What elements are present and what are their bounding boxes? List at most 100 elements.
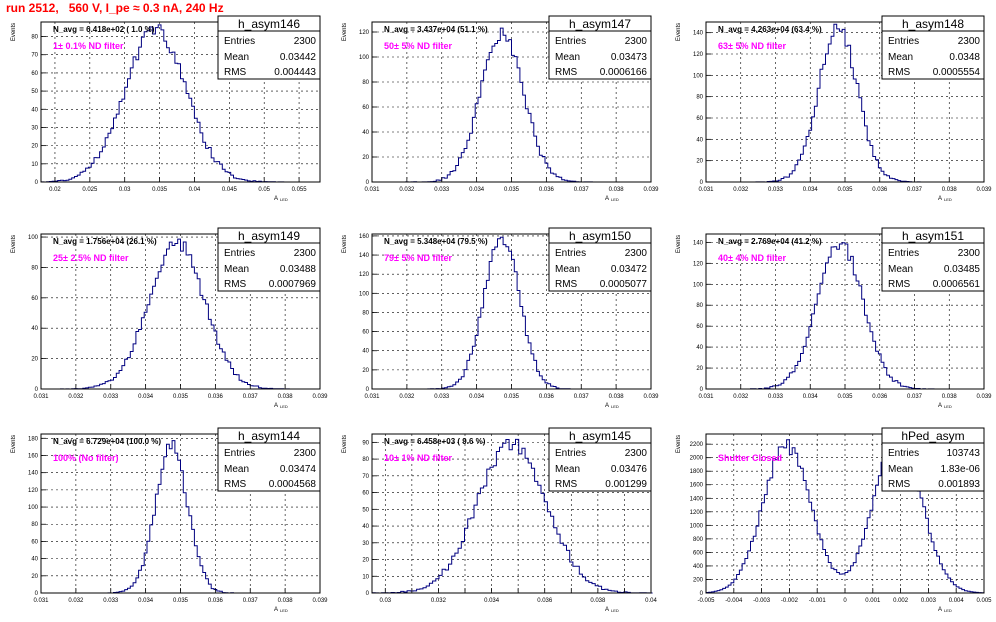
histogram-title: h_asym147: [569, 17, 631, 31]
y-tick-label: 100: [359, 55, 370, 61]
stats-mean-label: Mean: [224, 464, 249, 475]
filter-label: 50± 5% ND filter: [384, 41, 452, 51]
y-tick-label: 40: [362, 130, 369, 136]
stats-rms-label: RMS: [224, 479, 247, 490]
x-tick-label: 0.031: [698, 187, 714, 193]
histogram-panel-h_asym149: 0.031 0.032 0.033 0.034 0.035 0.036 0.037 0.038…: [11, 227, 328, 409]
histogram-title: h_asym148: [902, 17, 964, 31]
x-tick-label: 0.033: [434, 187, 450, 193]
stats-entries-label: Entries: [555, 248, 586, 259]
stats-rms-value: 0.0006166: [600, 67, 648, 78]
histogram-panel-h_asym145: 0.03 0.032 0.034 0.036 0.038 0.04 0 10 20 30 40 50 6…: [342, 427, 657, 613]
stats-entries-value: 2300: [294, 36, 317, 47]
x-tick-label: 0.033: [103, 598, 119, 604]
y-tick-label: 100: [693, 282, 704, 288]
histogram-title: h_asym151: [902, 229, 964, 243]
x-axis-subscript: LED: [611, 404, 619, 409]
stats-rms-value: 0.0006561: [933, 279, 981, 290]
y-tick-label: 40: [362, 349, 369, 355]
y-axis-title: Events: [342, 435, 348, 453]
x-tick-label: 0.035: [173, 394, 189, 400]
x-axis-title: A: [605, 403, 609, 409]
x-tick-label: 0.039: [976, 394, 992, 400]
x-tick-label: 0.039: [643, 187, 659, 193]
y-tick-label: 1600: [690, 483, 704, 489]
y-tick-label: 40: [31, 107, 38, 113]
x-axis-title: A: [938, 403, 942, 409]
histogram-line: [41, 238, 320, 390]
stats-mean-value: 0.03485: [944, 264, 981, 275]
x-tick-label: 0.001: [865, 598, 881, 604]
plot-frame: [40, 21, 321, 183]
stats-mean-label: Mean: [888, 52, 913, 63]
y-tick-label: 80: [31, 522, 38, 528]
x-tick-label: 0.036: [539, 187, 555, 193]
y-tick-label: 60: [362, 330, 369, 336]
filter-label: 25± 2.5% ND filter: [53, 253, 129, 263]
y-tick-label: 1400: [690, 496, 704, 502]
x-axis-subscript: LED: [280, 404, 288, 409]
stats-box: [881, 427, 985, 492]
y-tick-label: 100: [693, 73, 704, 79]
navg-label: N_avg = 5.348e+04 (79.5 %): [384, 237, 488, 246]
y-tick-label: 120: [359, 272, 370, 278]
y-tick-label: 20: [696, 366, 703, 372]
y-tick-label: 0: [366, 387, 370, 393]
x-tick-label: 0.025: [82, 187, 98, 193]
histogram-line: [705, 433, 985, 594]
y-tick-label: 60: [31, 539, 38, 545]
y-tick-label: 2000: [690, 456, 704, 462]
x-tick-label: 0.038: [590, 598, 606, 604]
stats-mean-label: Mean: [224, 52, 249, 63]
stats-entries-value: 2300: [625, 36, 648, 47]
y-axis-title: Events: [11, 235, 17, 253]
y-tick-label: 120: [28, 488, 39, 494]
histogram-panel-h_asym150: 0.031 0.032 0.033 0.034 0.035 0.036 0.037 0.038…: [342, 227, 659, 409]
y-tick-label: 140: [359, 253, 370, 259]
y-tick-label: 40: [696, 345, 703, 351]
stats-mean-value: 0.03472: [611, 264, 648, 275]
x-axis-title: A: [274, 196, 278, 202]
x-tick-label: 0.032: [68, 598, 84, 604]
y-tick-label: 0: [700, 180, 704, 186]
navg-label: N_avg = 6.458e+03 ( 9.6 %): [384, 437, 486, 446]
x-tick-label: 0.037: [574, 394, 590, 400]
stats-box: [217, 15, 321, 80]
x-tick-label: 0.055: [292, 187, 308, 193]
y-axis-title: Events: [342, 23, 348, 41]
stats-mean-label: Mean: [555, 464, 580, 475]
stats-mean-value: 0.03474: [280, 464, 317, 475]
y-tick-label: 40: [362, 524, 369, 530]
stats-mean-value: 0.03476: [611, 464, 648, 475]
filter-label: Shutter Closed: [718, 453, 782, 463]
x-tick-label: 0.039: [643, 394, 659, 400]
stats-rms-label: RMS: [555, 67, 578, 78]
x-tick-label: 0.033: [103, 394, 119, 400]
y-tick-label: 120: [693, 261, 704, 267]
run-title: run 2512, 560 V, I_pe ≈ 0.3 nA, 240 Hz: [6, 1, 224, 15]
y-tick-label: 80: [31, 265, 38, 271]
y-tick-label: 100: [359, 291, 370, 297]
y-tick-label: 140: [693, 31, 704, 37]
x-axis-title: A: [605, 607, 609, 613]
x-tick-label: 0.038: [609, 394, 625, 400]
x-tick-label: 0.005: [976, 598, 992, 604]
x-tick-label: 0.036: [537, 598, 553, 604]
x-axis-subscript: LED: [944, 608, 952, 613]
x-tick-label: 0.033: [768, 394, 784, 400]
stats-entries-label: Entries: [224, 248, 255, 259]
y-tick-label: 70: [31, 53, 38, 59]
filter-label: 1± 0.1% ND filter: [53, 41, 124, 51]
x-tick-label: 0.034: [138, 394, 154, 400]
stats-mean-value: 0.0348: [949, 52, 980, 63]
y-tick-label: 60: [362, 105, 369, 111]
y-tick-label: 1200: [690, 510, 704, 516]
stats-entries-label: Entries: [888, 36, 919, 47]
stats-entries-label: Entries: [555, 448, 586, 459]
y-tick-label: 20: [362, 155, 369, 161]
stats-mean-label: Mean: [888, 264, 913, 275]
stats-rms-value: 0.004443: [274, 67, 316, 78]
stats-mean-label: Mean: [888, 464, 913, 475]
navg-label: N_avg = 2.769e+04 (41.2 %): [718, 237, 822, 246]
y-tick-label: 60: [696, 324, 703, 330]
